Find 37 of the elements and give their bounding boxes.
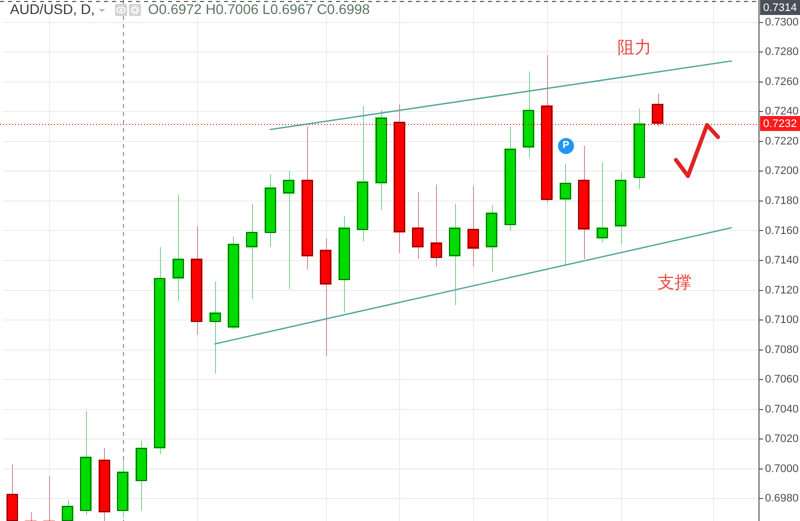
series-label: 支撑 [658,272,692,293]
candlestick [172,194,184,302]
candlestick [246,203,258,300]
y-tick-label: 0.7160 [765,224,799,237]
candlestick [43,476,55,521]
y-tick-label: 0.7240 [765,106,799,118]
y-tick-label: 0.7260 [765,76,799,88]
candlestick [412,192,424,260]
y-tick-label: 0.7020 [765,433,799,446]
y-tick-label: 0.7220 [765,135,799,148]
y-tick-label: 0.7140 [765,254,799,267]
candlestick [209,280,221,374]
y-tick-label: 0.7280 [765,46,799,58]
candlestick [467,186,480,267]
y-tick-label: 0.7200 [765,165,799,178]
y-tick-label: 0.7300 [765,16,799,28]
chart-subtitle: O0.6972 H0.7006 L0.6967 C0.6998 [148,0,370,17]
candlestick [560,163,572,266]
y-tick-label: 0.6980 [765,492,799,505]
chart-title: AUD/USD, D, [10,0,95,17]
candlestick [282,170,295,290]
candlestick [62,500,74,521]
ref-line-label: 0.7232 [763,118,797,130]
candlestick [24,512,36,521]
ref-line-label: 0.7314 [763,2,797,14]
y-tick-label: 0.7080 [765,344,799,356]
y-tick-label: 0.7120 [765,284,799,296]
y-tick-label: 0.7060 [765,374,799,386]
badge-icon: P [558,138,574,154]
candlestick [652,93,664,128]
candlestick [430,184,442,267]
y-tick-label: 0.7180 [765,194,799,207]
candlestick [596,162,608,244]
series-label: 阻力 [618,38,652,58]
y-tick-label: 0.7040 [765,403,799,416]
y-tick-label: 0.7100 [765,314,799,326]
y-tick-label: 0.7000 [765,462,799,475]
